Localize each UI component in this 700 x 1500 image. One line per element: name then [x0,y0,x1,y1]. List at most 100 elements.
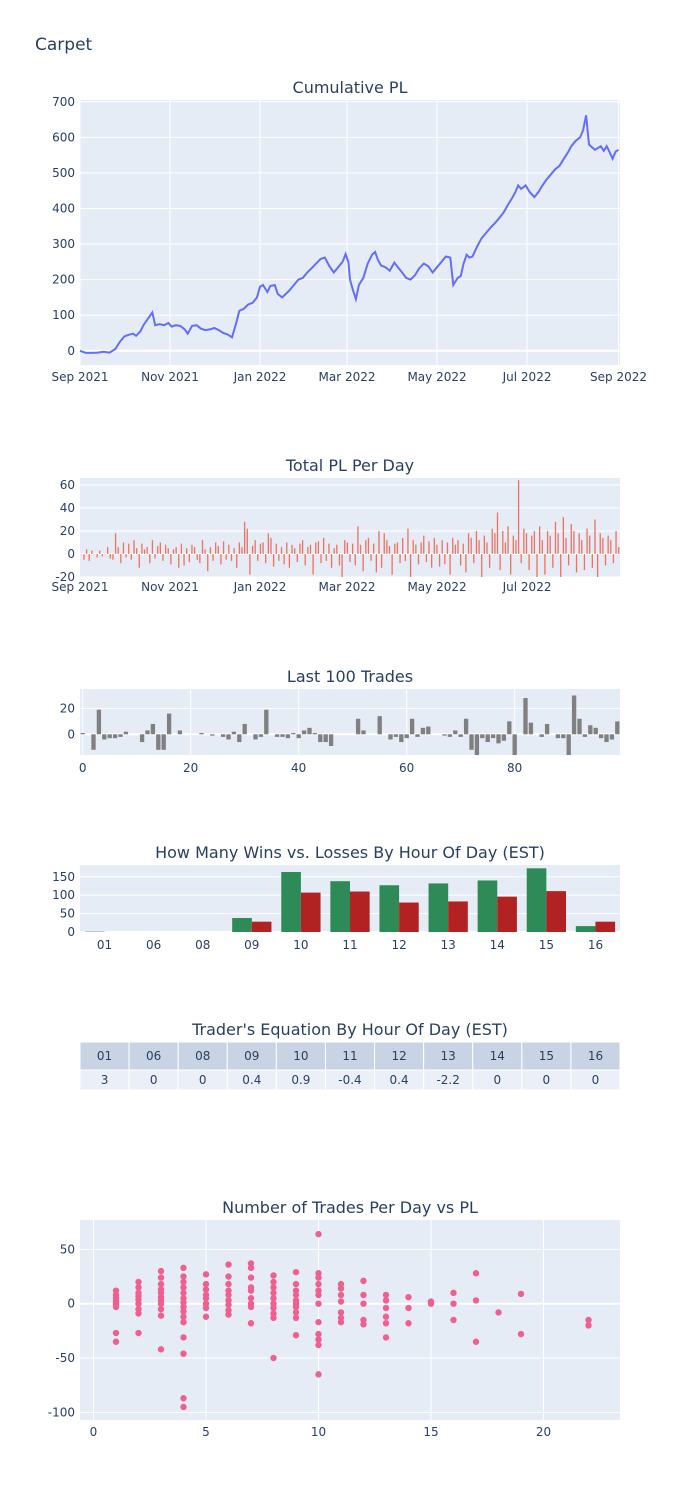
wins-vs-losses-bar-wins [330,881,350,932]
last-100-trades-xtick-label: 60 [399,761,414,775]
trades-vs-pl-point [315,1318,322,1326]
trades-vs-pl-point [472,1270,480,1277]
total-pl-per-day-bar [309,544,312,554]
total-pl-per-day-bar [330,553,333,568]
wins-vs-losses-bar-losses [546,891,566,932]
total-pl-per-day-bar [183,553,185,566]
total-pl-per-day-bar [167,548,169,554]
last-100-trades-bar [480,734,485,739]
trades-vs-pl-point [292,1314,300,1322]
trades-vs-pl-point [382,1304,390,1312]
trades-vs-pl-point [180,1284,187,1291]
total-pl-per-day-bar [294,548,296,554]
total-pl-per-day-bar [349,553,351,563]
trades-vs-pl-point [112,1338,120,1345]
trades-vs-pl-point [247,1303,255,1311]
total-pl-per-day-bar [128,543,130,554]
total-pl-per-day-bar [388,545,391,554]
trades-vs-pl-point [180,1350,187,1357]
total-pl-per-day-bar [541,540,543,554]
total-pl-per-day-ytick-label: 60 [60,478,75,492]
trades-vs-pl-plot-area [80,1220,620,1420]
total-pl-per-day-bar [246,528,248,554]
wins-vs-losses-bar-losses [350,891,370,932]
total-pl-per-day-bar [315,542,317,554]
trades-vs-pl-xtick-label: 0 [90,1425,98,1439]
total-pl-per-day-bar [88,553,90,561]
last-100-trades-bar [426,726,431,735]
total-pl-per-day-bar [523,528,525,554]
trades-vs-pl-point [180,1395,187,1402]
trades-vs-pl-point [472,1338,480,1345]
total-pl-per-day-bar [199,553,201,564]
last-100-trades-ytick-label: 0 [67,727,75,741]
cumulative-pl-xtick-label: Jul 2022 [502,370,552,384]
total-pl-per-day-bar [504,542,507,554]
total-pl-per-day-bar [589,535,591,554]
trades-vs-pl-point [180,1264,187,1272]
last-100-trades-bar [453,730,458,735]
total-pl-per-day-bar [186,548,188,554]
trades-vs-pl-point [382,1320,390,1327]
trades-vs-pl-point [337,1285,345,1292]
total-pl-per-day-bar [346,542,349,554]
last-100-trades-bar [420,727,426,735]
traders-equation-value-label: 0 [493,1073,501,1087]
last-100-trades-bar [463,718,469,735]
total-pl-per-day-bar [149,553,151,564]
total-pl-per-day-bar [85,549,88,554]
last-100-trades-bar [555,734,561,739]
trades-vs-pl-point [180,1308,187,1315]
last-100-trades-bar [388,734,393,740]
trades-vs-pl-point [202,1286,210,1293]
last-100-trades-bar [264,709,269,735]
cumulative-pl-ytick-label: 700 [52,95,75,109]
total-pl-per-day-bar [80,553,82,555]
total-pl-per-day-bar [575,553,578,573]
total-pl-per-day-bar [378,530,380,554]
traders-equation-value-label: 0.9 [291,1073,310,1087]
traders-equation-value-label: -2.2 [436,1073,459,1087]
wins-vs-losses-xtick-label: 10 [293,938,308,952]
last-100-trades-bar [474,734,480,755]
last-100-trades-bar [301,730,307,735]
last-100-trades-bar [80,733,85,735]
total-pl-per-day-bar [304,553,306,566]
last-100-trades-bar [604,734,609,743]
total-pl-per-day-bar [209,547,212,554]
total-pl-per-day-bar [236,553,238,568]
total-pl-per-day-bar [615,530,617,554]
total-pl-per-day-bar [565,537,567,554]
trades-vs-pl-point [450,1300,457,1307]
total-pl-per-day-chart: Total PL Per Day -20 0 20 40 60 Sep 2021 Nov 20… [52,456,620,594]
cumulative-pl-ytick-label: 300 [52,237,75,251]
cumulative-pl-ytick-label: 400 [52,201,75,215]
trades-vs-pl-point [180,1334,187,1341]
total-pl-per-day-bar [517,480,520,554]
total-pl-per-day-bar [207,553,209,572]
trades-vs-pl-point [202,1313,210,1320]
total-pl-per-day-bar [215,542,217,554]
trades-vs-pl-point [270,1289,277,1297]
total-pl-per-day-bar [591,553,593,568]
wins-vs-losses-bar-losses [497,896,517,932]
total-pl-per-day-bar [546,530,549,554]
trades-vs-pl-point [315,1291,322,1299]
total-pl-per-day-bar [104,553,106,555]
total-pl-per-day-bar [512,535,514,554]
cumulative-pl-series-line [79,115,620,354]
total-pl-per-day-bar [496,512,499,554]
total-pl-per-day-bar [596,553,599,577]
total-pl-per-day-ytick-label: 40 [60,501,75,515]
total-pl-per-day-bar [612,553,615,564]
last-100-trades-bar [156,734,161,750]
total-pl-per-day-bar [93,553,96,555]
traders-equation-header-label: 13 [441,1049,456,1063]
trades-vs-pl-point [292,1291,300,1299]
traders-equation-value-cell [570,1069,621,1091]
last-100-trades-xtick-label: 0 [79,761,87,775]
last-100-trades-bar [280,734,285,737]
total-pl-per-day-bar [291,544,293,554]
last-100-trades-xtick-label: 40 [291,761,306,775]
last-100-trades-bar [199,733,204,735]
